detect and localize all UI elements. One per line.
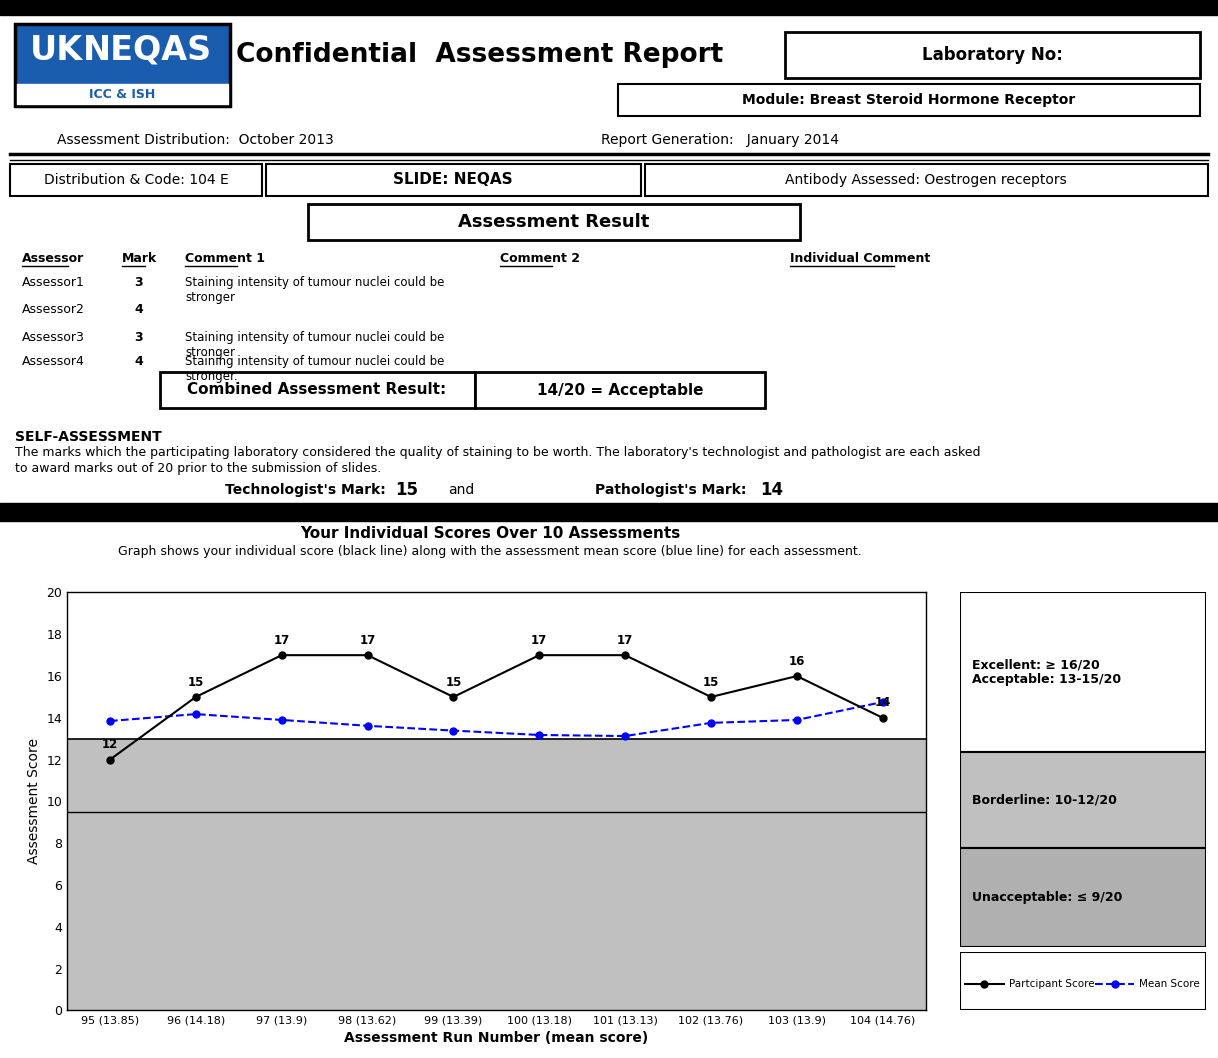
Text: Your Individual Scores Over 10 Assessments: Your Individual Scores Over 10 Assessmen… (300, 527, 680, 542)
Text: Assessment Distribution:  October 2013: Assessment Distribution: October 2013 (56, 133, 334, 147)
Text: SELF-ASSESSMENT: SELF-ASSESSMENT (15, 430, 162, 444)
Text: ICC & ISH: ICC & ISH (89, 88, 156, 101)
Text: 17: 17 (618, 634, 633, 646)
Text: Staining intensity of tumour nuclei could be
stronger: Staining intensity of tumour nuclei coul… (185, 331, 445, 359)
Text: NEQAS: NEQAS (83, 34, 212, 67)
FancyBboxPatch shape (10, 164, 262, 196)
Text: 15: 15 (395, 481, 418, 499)
Text: 15: 15 (188, 676, 203, 689)
Bar (67, 592, 926, 738)
FancyBboxPatch shape (960, 592, 1206, 752)
Text: 4: 4 (134, 303, 143, 316)
Text: Individual Comment: Individual Comment (790, 252, 931, 264)
Text: Comment 1: Comment 1 (185, 252, 266, 264)
Text: Report Generation:   January 2014: Report Generation: January 2014 (600, 133, 839, 147)
Text: 16: 16 (789, 655, 805, 668)
Text: The marks which the participating laboratory considered the quality of staining : The marks which the participating labora… (15, 446, 980, 459)
Text: Assessor1: Assessor1 (22, 276, 85, 289)
Text: 15: 15 (446, 676, 462, 689)
FancyBboxPatch shape (266, 164, 641, 196)
Bar (67, 811, 926, 1010)
Text: Mean Score: Mean Score (1139, 980, 1200, 989)
Text: Pathologist's Mark:: Pathologist's Mark: (596, 484, 747, 497)
Text: 17: 17 (359, 634, 375, 646)
X-axis label: Assessment Run Number (mean score): Assessment Run Number (mean score) (345, 1030, 648, 1045)
Text: Distribution & Code: 104 E: Distribution & Code: 104 E (44, 174, 229, 187)
Text: to award marks out of 20 prior to the submission of slides.: to award marks out of 20 prior to the su… (15, 462, 381, 475)
Text: Staining intensity of tumour nuclei could be
stronger: Staining intensity of tumour nuclei coul… (185, 276, 445, 304)
Bar (67, 738, 926, 811)
FancyBboxPatch shape (308, 204, 800, 240)
Text: and: and (448, 484, 474, 497)
Text: Excellent: ≥ 16/20
Acceptable: 13-15/20: Excellent: ≥ 16/20 Acceptable: 13-15/20 (972, 658, 1122, 687)
Text: Assessor2: Assessor2 (22, 303, 85, 316)
Text: Mark: Mark (122, 252, 157, 264)
Text: Graph shows your individual score (black line) along with the assessment mean sc: Graph shows your individual score (black… (118, 545, 862, 558)
Text: UK: UK (30, 34, 83, 67)
Text: Assessment Result: Assessment Result (458, 213, 649, 231)
Text: 17: 17 (274, 634, 290, 646)
FancyBboxPatch shape (960, 847, 1206, 947)
Text: 12: 12 (102, 738, 118, 751)
Text: Assessor: Assessor (22, 252, 84, 264)
Text: Assessor3: Assessor3 (22, 331, 85, 344)
Text: SLIDE: NEQAS: SLIDE: NEQAS (393, 172, 513, 187)
Text: Staining intensity of tumour nuclei could be
stronger.: Staining intensity of tumour nuclei coul… (185, 355, 445, 383)
Text: 3: 3 (134, 331, 143, 344)
FancyBboxPatch shape (15, 24, 230, 106)
Text: Combined Assessment Result:: Combined Assessment Result: (188, 383, 447, 398)
FancyBboxPatch shape (646, 164, 1208, 196)
FancyBboxPatch shape (160, 372, 475, 408)
FancyBboxPatch shape (960, 752, 1206, 847)
Text: 3: 3 (134, 276, 143, 289)
Text: Borderline: 10-12/20: Borderline: 10-12/20 (972, 794, 1117, 806)
Text: Unacceptable: ≤ 9/20: Unacceptable: ≤ 9/20 (972, 891, 1123, 904)
Text: Module: Breast Steroid Hormone Receptor: Module: Breast Steroid Hormone Receptor (743, 93, 1075, 107)
Y-axis label: Assessment Score: Assessment Score (27, 738, 40, 864)
Text: Laboratory No:: Laboratory No: (922, 45, 1062, 63)
Text: Comment 2: Comment 2 (501, 252, 580, 264)
Text: 14/20 = Acceptable: 14/20 = Acceptable (537, 383, 703, 398)
Text: Antibody Assessed: Oestrogen receptors: Antibody Assessed: Oestrogen receptors (786, 174, 1067, 187)
Text: 15: 15 (703, 676, 719, 689)
FancyBboxPatch shape (960, 952, 1206, 1010)
FancyBboxPatch shape (618, 84, 1200, 116)
FancyBboxPatch shape (475, 372, 765, 408)
Text: 4: 4 (134, 355, 143, 368)
Text: 17: 17 (531, 634, 547, 646)
Text: Partcipant Score: Partcipant Score (1009, 980, 1095, 989)
FancyBboxPatch shape (784, 32, 1200, 78)
Text: 14: 14 (760, 481, 783, 499)
Text: Confidential  Assessment Report: Confidential Assessment Report (236, 42, 723, 68)
Text: Technologist's Mark:: Technologist's Mark: (225, 484, 386, 497)
Text: Assessor4: Assessor4 (22, 355, 85, 368)
Text: 14: 14 (875, 696, 890, 710)
